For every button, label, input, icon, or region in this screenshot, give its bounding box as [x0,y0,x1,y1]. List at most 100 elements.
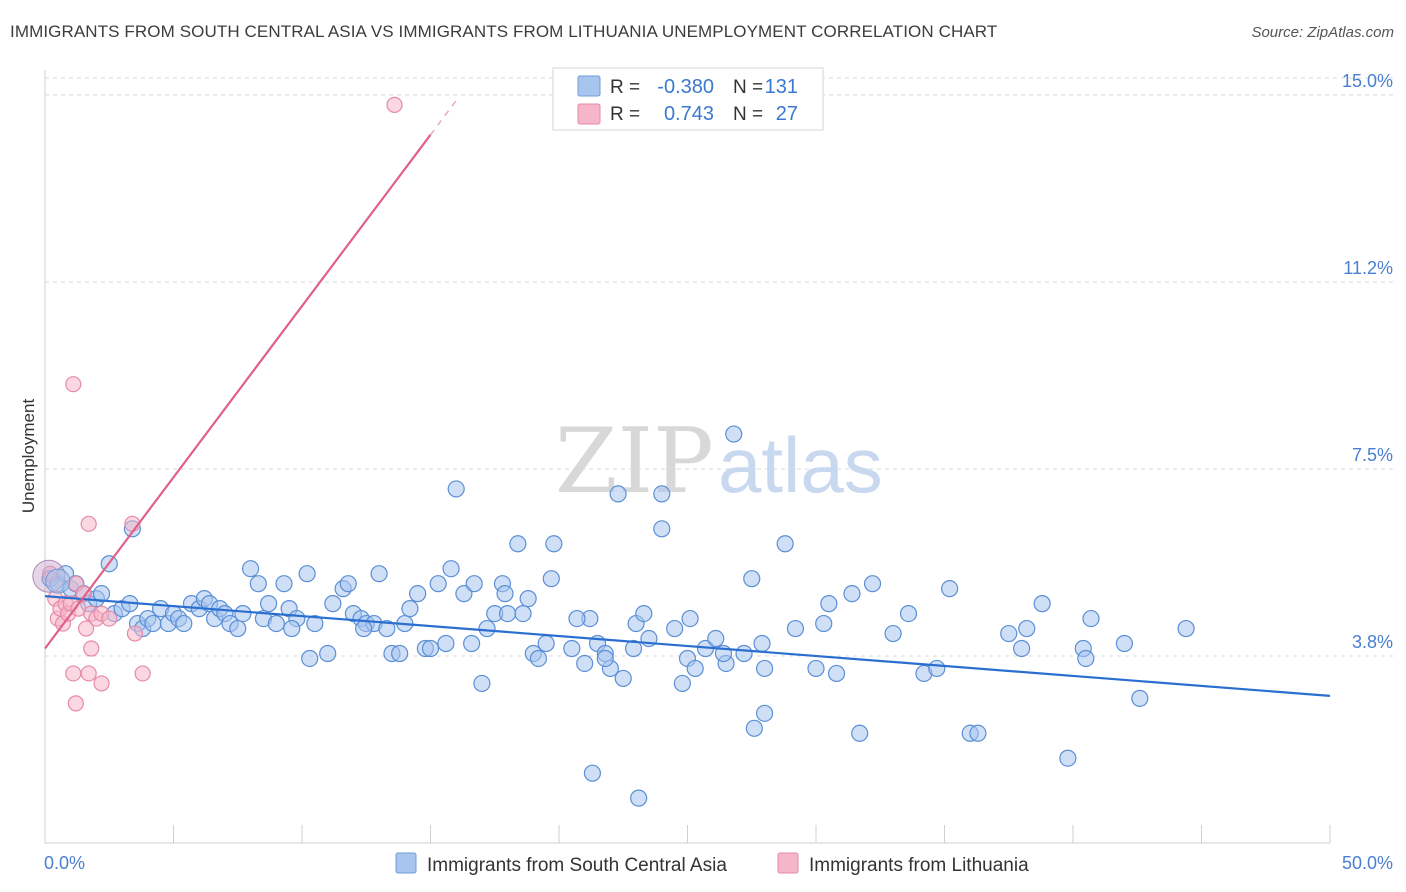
point-south-central-asia [928,659,946,678]
point-south-central-asia [725,425,743,443]
point-lithuania [80,515,97,532]
point-south-central-asia [686,659,704,678]
point-south-central-asia [827,664,846,683]
legend-swatch-pink [577,103,601,125]
point-south-central-asia [1000,624,1018,643]
point-south-central-asia [735,644,753,663]
point-south-central-asia [409,585,427,603]
point-south-central-asia [941,580,959,598]
point-south-central-asia [1033,595,1051,613]
point-south-central-asia [707,629,725,648]
point-south-central-asia [786,619,805,638]
point-south-central-asia [753,634,771,653]
point-south-central-asia [437,634,455,653]
point-lithuania [65,376,82,393]
chart-title: IMMIGRANTS FROM SOUTH CENTRAL ASIA VS IM… [10,22,998,41]
point-south-central-asia [630,789,648,807]
point-south-central-asia [673,674,691,693]
point-south-central-asia [851,724,869,742]
point-south-central-asia [653,485,671,503]
legend-r-label-1: R = [610,77,640,98]
point-south-central-asia [542,570,560,588]
point-south-central-asia [267,614,285,633]
point-south-central-asia [1012,639,1031,658]
point-south-central-asia [529,649,548,668]
point-south-central-asia [519,590,537,608]
point-lithuania [134,665,151,682]
point-south-central-asia [755,704,774,722]
point-south-central-asia [275,575,293,593]
point-south-central-asia [229,619,247,638]
chart-source: Source: ZipAtlas.com [1251,24,1394,41]
tick-labels: 3.8% 7.5% 11.2% 15.0% 0.0% 50.0% [44,71,1393,873]
point-lithuania [75,585,92,602]
point-south-central-asia [1177,619,1195,638]
point-south-central-asia [175,614,193,633]
point-south-central-asia [596,649,614,668]
point-south-central-asia [545,535,563,553]
point-lithuania [65,665,82,682]
point-south-central-asia [863,575,882,593]
point-south-central-asia [635,604,653,623]
trend-line-lithuania-extension [429,96,460,136]
data-points [32,96,1195,807]
axes [44,70,1331,844]
point-south-central-asia [681,609,699,628]
series-legend-swatch-2 [777,852,799,874]
point-south-central-asia [609,485,627,503]
point-south-central-asia [614,669,632,688]
series-legend-label-1: Immigrants from South Central Asia [427,855,727,876]
point-south-central-asia [298,565,316,583]
point-south-central-asia [563,639,581,658]
point-south-central-asia [283,619,301,638]
point-south-central-asia [843,585,861,603]
point-south-central-asia [463,634,481,653]
point-south-central-asia [401,600,419,618]
legend-n-value-1: 131 [765,76,798,98]
point-south-central-asia [568,609,586,628]
point-south-central-asia [234,604,252,623]
point-south-central-asia [509,535,527,553]
legend-swatch-blue [577,75,601,97]
point-lithuania [78,620,95,637]
point-south-central-asia [815,614,833,633]
point-south-central-asia [465,575,483,593]
point-south-central-asia [478,619,496,638]
point-south-central-asia [319,644,337,663]
watermark-atlas: atlas [718,421,883,509]
point-south-central-asia [1059,749,1077,767]
legend-n-label-1: N = [733,77,763,98]
trend-line-lithuania [44,134,432,650]
point-south-central-asia [1115,634,1134,653]
y-tick-label: 11.2% [1343,258,1393,278]
point-south-central-asia [306,614,324,633]
point-lithuania [126,625,144,642]
point-south-central-asia [755,659,774,678]
y-axis-label: Unemployment [19,399,38,514]
point-south-central-asia [514,604,532,623]
series-legend-label-2: Immigrants from Lithuania [809,855,1029,876]
point-south-central-asia [1077,649,1095,668]
point-south-central-asia [745,719,763,737]
trend-line-south-central-asia [44,595,1331,697]
point-south-central-asia [473,674,491,693]
point-south-central-asia [391,644,409,663]
point-south-central-asia [899,604,918,623]
legend-r-label-2: R = [610,104,640,125]
point-south-central-asia [242,560,260,578]
point-south-central-asia [666,619,684,638]
watermark-zip: ZIP [555,409,714,514]
point-lithuania [67,695,84,712]
legend-r-value-2: 0.743 [664,103,714,125]
point-south-central-asia [259,595,278,613]
trend-lines [44,96,1331,697]
point-lithuania [93,675,110,692]
point-south-central-asia [249,575,267,593]
point-south-central-asia [1131,689,1149,707]
point-lithuania [83,640,100,657]
watermark: ZIP atlas [555,409,883,514]
point-south-central-asia [969,724,987,742]
y-tick-label: 15.0% [1342,71,1393,91]
point-south-central-asia [1082,609,1100,628]
